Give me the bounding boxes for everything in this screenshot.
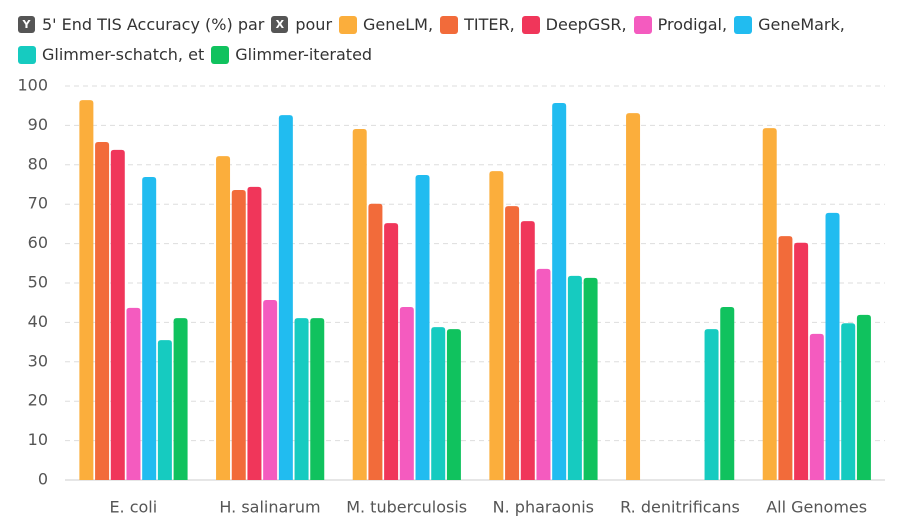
bar <box>368 203 383 480</box>
legend-swatch <box>18 45 36 64</box>
legend-swatch <box>339 15 358 34</box>
legend-label: GeneLM <box>363 15 428 34</box>
legend-label: Glimmer-iterated <box>235 45 373 64</box>
legend-joiner: , <box>427 15 434 34</box>
bar <box>505 206 520 481</box>
x-tick-label: M. tuberculosis <box>346 498 467 517</box>
y-tick-label: 40 <box>28 312 48 331</box>
bar <box>278 115 293 480</box>
bar <box>415 175 430 480</box>
y-tick-label: 60 <box>28 233 48 252</box>
bar <box>126 307 141 480</box>
text: par <box>237 15 265 34</box>
legend-swatch <box>211 45 230 64</box>
legend-label: TITER <box>464 15 510 34</box>
legend-label: DeepGSR <box>545 15 622 34</box>
bar <box>778 236 793 480</box>
legend-item: GeneLM, <box>339 14 433 35</box>
legend-label: GeneMark <box>758 15 840 34</box>
bar <box>489 171 504 480</box>
bar <box>446 329 461 480</box>
y-tick-label: 30 <box>28 351 48 370</box>
x-tick-label: N. pharaonis <box>493 498 594 517</box>
bar <box>431 327 446 480</box>
x-tick-label: All Genomes <box>766 498 867 517</box>
y-tick-label: 80 <box>28 154 48 173</box>
bar <box>856 314 871 480</box>
bar <box>294 318 309 480</box>
bar <box>794 242 809 480</box>
bar <box>79 100 94 481</box>
bar <box>536 268 551 480</box>
bar <box>142 177 157 480</box>
y-tick-label: 10 <box>28 430 48 449</box>
y-tick-label: 20 <box>28 391 48 410</box>
legend-label: Prodigal <box>657 15 722 34</box>
legend-swatch <box>521 15 540 34</box>
legend-swatch <box>633 15 652 34</box>
legend-joiner: , <box>839 15 845 34</box>
y-tick-label: 50 <box>28 273 48 292</box>
legend-joiner: , <box>722 15 728 34</box>
legend-item: Glimmer-iterated <box>211 44 372 65</box>
bar <box>231 190 246 481</box>
bar <box>310 318 325 480</box>
bar <box>704 329 719 480</box>
bar <box>567 275 582 480</box>
legend-item: TITER, <box>440 14 515 35</box>
text: 5' End TIS Accuracy (%) <box>42 15 233 34</box>
legend-item: DeepGSR, <box>521 14 627 35</box>
bar <box>399 307 414 480</box>
legend-swatch <box>440 15 459 34</box>
legend-item: GeneMark, <box>734 14 845 35</box>
y-tick-label: 100 <box>17 76 48 95</box>
text: pour <box>295 15 333 34</box>
x-tick-label: R. denitrificans <box>620 498 740 517</box>
legend-item: Prodigal, <box>633 14 728 35</box>
y-tick-label: 0 <box>38 470 48 489</box>
x-tick-label: H. salinarum <box>219 498 320 517</box>
badge: X <box>271 16 289 33</box>
legend-label: Glimmer-schatch <box>42 45 178 64</box>
legend-joiner: , <box>621 15 627 34</box>
bar <box>263 299 278 480</box>
bar <box>173 318 188 480</box>
bar <box>825 212 840 481</box>
bar <box>626 113 641 480</box>
bar <box>384 223 399 480</box>
y-title: Y 5' End TIS Accuracy (%) par <box>18 14 264 35</box>
bar <box>762 128 777 480</box>
bar <box>520 221 535 480</box>
bar <box>157 340 172 480</box>
bar <box>841 323 856 480</box>
bar <box>552 102 567 480</box>
bar <box>583 277 598 480</box>
badge: Y <box>18 16 35 33</box>
bar <box>95 141 110 480</box>
y-tick-label: 90 <box>28 115 48 134</box>
bar <box>809 333 824 480</box>
legend-item: Glimmer-schatch, et <box>18 44 204 65</box>
bar <box>216 156 231 480</box>
bar <box>352 128 367 481</box>
legend-swatch <box>734 15 753 34</box>
legend-joiner: , <box>509 15 515 34</box>
legend-joiner: , et <box>177 45 205 64</box>
x-tick-label: E. coli <box>109 498 157 517</box>
bar <box>110 149 125 480</box>
bar <box>247 186 262 480</box>
bar <box>720 307 735 480</box>
y-tick-label: 70 <box>28 194 48 213</box>
